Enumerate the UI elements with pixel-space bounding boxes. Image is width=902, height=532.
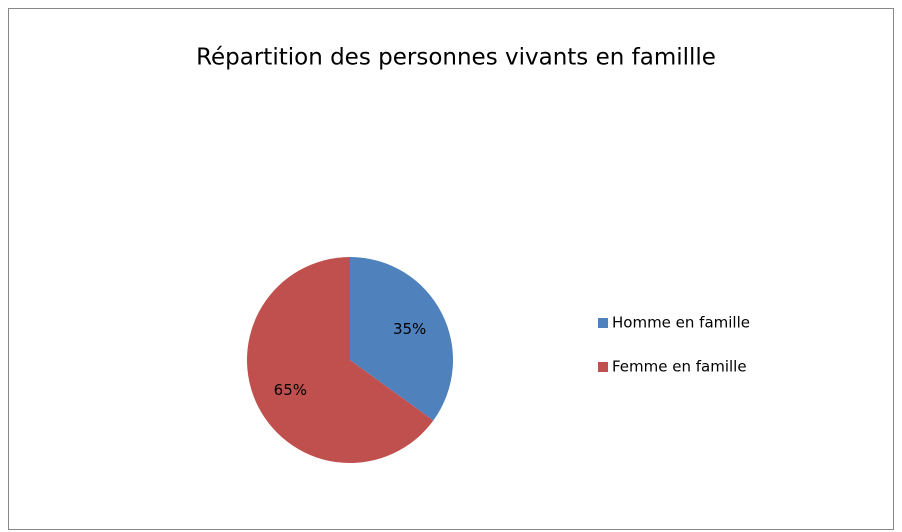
legend-label: Femme en famille — [612, 358, 747, 376]
chart-title: Répartition des personnes vivants en fam… — [196, 45, 716, 71]
legend-label: Homme en famille — [612, 314, 750, 332]
pie-slice — [246, 256, 434, 463]
legend-swatch — [598, 318, 608, 328]
legend-swatch — [598, 362, 608, 372]
data-label: 35% — [393, 320, 426, 338]
data-label: 65% — [274, 381, 307, 399]
pie-slice — [350, 257, 453, 421]
chart-frame — [8, 8, 894, 530]
